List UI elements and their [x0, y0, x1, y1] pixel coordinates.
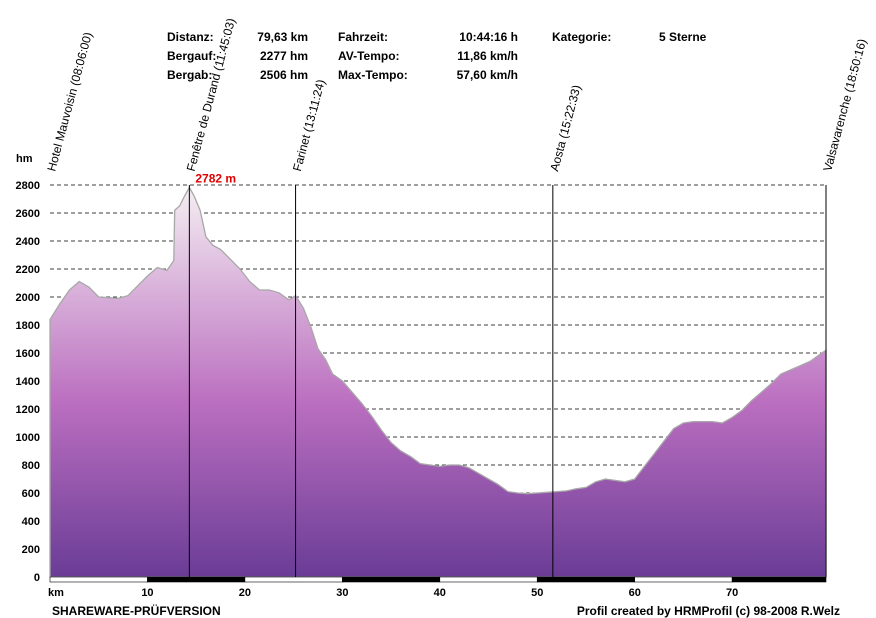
kategorie-value: 5 Sterne: [659, 30, 707, 44]
y-tick-label: 2800: [16, 180, 40, 192]
waypoint-label: Aosta (15:22:33): [547, 83, 583, 172]
waypoint-label: Farinet (13:11:24): [290, 78, 328, 173]
y-tick-label: 600: [22, 488, 40, 500]
y-tick-label: 1800: [16, 320, 40, 332]
y-tick-label: 400: [22, 516, 40, 528]
fahrzeit-label: Fahrzeit:: [338, 30, 389, 44]
y-tick-label: 1000: [16, 432, 40, 444]
maxtempo-value: 57,60 km/h: [456, 68, 518, 82]
y-tick-label: 200: [22, 544, 40, 556]
bergab-value: 2506 hm: [259, 68, 308, 82]
x-axis-segment: [439, 576, 538, 583]
y-tick-label: 1600: [16, 348, 40, 360]
y-tick-label: 2600: [16, 208, 40, 220]
x-tick-label: 70: [726, 587, 738, 599]
y-tick-label: 1200: [16, 404, 40, 416]
x-axis-segment: [49, 576, 148, 583]
avtempo-value: 11,86 km/h: [457, 49, 518, 63]
maxtempo-label: Max-Tempo:: [338, 68, 408, 82]
peak-elevation-label: 2782 m: [195, 172, 236, 186]
x-axis-segment: [244, 576, 343, 583]
x-tick-label: 20: [239, 587, 251, 599]
distanz-value: 79,63 km: [257, 30, 308, 44]
y-tick-label: 800: [22, 460, 40, 472]
bergauf-value: 2277 hm: [259, 49, 308, 63]
y-axis: 0 200 400 600 800 1000 1200 1400 1600 1800 2000 220…: [16, 180, 40, 584]
x-tick-label: 10: [141, 587, 153, 599]
elevation-area: [49, 186, 827, 578]
fahrzeit-value: 10:44:16 h: [459, 30, 518, 44]
kategorie-label: Kategorie:: [552, 30, 612, 44]
y-tick-label: 2200: [16, 264, 40, 276]
x-tick-label: 30: [336, 587, 348, 599]
x-axis: 10 20 30 40 50 60 70: [49, 576, 827, 599]
x-axis-segment: [634, 576, 733, 583]
y-tick-label: 2400: [16, 236, 40, 248]
x-tick-label: 50: [531, 587, 543, 599]
y-tick-label: 2000: [16, 292, 40, 304]
shareware-notice: SHAREWARE-PRÜFVERSION: [52, 604, 221, 618]
x-axis-segment: [147, 576, 246, 583]
waypoint-label: Valsavarenche (18:50:16): [820, 37, 869, 173]
y-axis-unit-label: hm: [16, 153, 33, 165]
bergauf-label: Bergauf:: [167, 49, 217, 63]
waypoint-label: Hotel Mauvoisin (08:06:00): [44, 31, 95, 173]
x-axis-unit-label: km: [48, 587, 64, 599]
x-axis-segment: [731, 576, 827, 583]
waypoint-markers: [188, 185, 827, 577]
distanz-label: Distanz:: [167, 30, 214, 44]
avtempo-label: AV-Tempo:: [338, 49, 400, 63]
x-tick-label: 60: [629, 587, 641, 599]
x-axis-segment: [342, 576, 441, 583]
y-tick-label: 1400: [16, 376, 40, 388]
x-axis-segment: [536, 576, 636, 583]
credits-text: Profil created by HRMProfil (c) 98-2008 …: [576, 604, 840, 618]
x-tick-label: 40: [434, 587, 446, 599]
bergab-label: Bergab:: [167, 68, 213, 82]
y-tick-label: 0: [34, 572, 40, 584]
